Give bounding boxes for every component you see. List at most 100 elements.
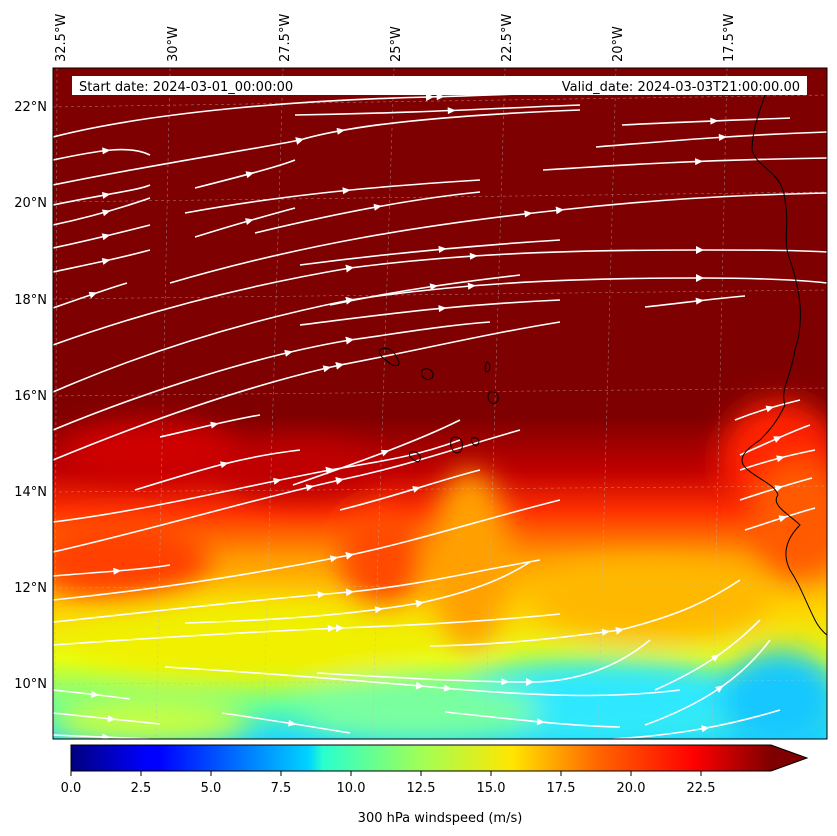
streamline-arrow [765,405,775,413]
streamline [53,148,151,161]
streamline-arrow [715,685,724,693]
cape-verde-island-2 [421,368,434,381]
streamline-arrow [101,191,111,199]
streamline [53,613,561,646]
streamline-arrow [718,133,727,141]
cape-verde-island-7 [409,451,421,463]
lon-label: 25°W [389,26,404,62]
streamline-arrow [380,449,390,457]
streamline-arrow [773,436,782,443]
streamline-arrow [469,252,478,260]
coastlines [379,94,827,636]
streamline-arrow [101,258,111,265]
lat-label: 10°N [14,677,47,692]
streamline [184,561,531,624]
colorbar-tick-label: 5.0 [201,781,222,796]
colorbar: 0.0 2.5 5.0 7.5 10.0 12.5 15.0 17.5 20.0 22.5 300… [61,744,809,826]
colorbar-ticks: 0.0 2.5 5.0 7.5 10.0 12.5 15.0 17.5 20.0 22.5 [61,771,715,796]
streamline-arrow [101,233,111,241]
cape-verde-island-6 [470,437,480,447]
lat-label: 18°N [14,293,47,308]
lon-label: 17.5°W [722,14,737,62]
streamline-arrow [336,127,346,135]
streamline-arrow [327,625,336,633]
streamline [53,321,491,431]
colorbar-tick-label: 12.5 [407,781,436,796]
streamline-arrow [101,209,111,217]
start-date-label: Start date: 2024-03-01_00:00:00 [79,80,293,95]
streamline [53,712,161,725]
streamline [53,559,541,623]
streamline [621,117,791,126]
streamline-arrow [695,297,704,305]
cape-verde-island-1 [379,347,400,367]
streamline-arrow [776,455,785,463]
africa-coastline [741,94,827,636]
map-frame [52,67,828,740]
valid-date-label: Valid_date: 2024-03-03T21:00:00.00 [562,80,800,95]
streamline [53,274,827,393]
lon-label: 27.5°W [278,14,293,62]
streamline [53,439,461,523]
streamline-arrow [710,654,720,662]
colorbar-tick-label: 0.0 [61,781,82,796]
colorbar-label: 300 hPa windspeed (m/s) [358,811,523,826]
streamline-arrow [287,719,297,727]
streamline-arrow [467,282,476,290]
streamline-arrow [778,515,788,523]
map-panel: Start date: 2024-03-01_00:00:00 Valid_da… [52,67,828,740]
latitude-labels: 22°N 20°N 18°N 16°N 14°N 12°N 10°N [14,100,47,692]
streamline-arrow [694,158,704,166]
streamline-arrow [443,684,453,692]
lat-label: 12°N [14,581,47,596]
colorbar-tick-label: 2.5 [131,781,152,796]
lat-label: 16°N [14,389,47,404]
streamline [53,321,561,461]
colorbar-tick-label: 15.0 [477,781,506,796]
lat-label: 22°N [14,100,47,115]
streamline-arrow [701,725,710,733]
longitude-labels: 32.5°W 30°W 27.5°W 25°W 22.5°W 20°W 17.5… [54,14,737,62]
streamline-arrow [524,210,533,218]
colorbar-tick-label: 7.5 [271,781,292,796]
streamline-arrow [373,203,383,211]
streamline-arrow [536,718,546,726]
windspeed-blobs [53,400,827,739]
lon-label: 20°W [611,26,626,62]
streamline-arrow [210,421,219,429]
streamline [316,639,651,687]
streamline [53,499,561,601]
colorbar-extend-arrow [771,745,807,771]
streamline [53,246,827,346]
streamline-arrow [305,484,315,492]
colorbar-outline [70,744,809,772]
streamline-arrow [447,107,456,115]
streamline [194,207,296,238]
lon-label: 30°W [166,26,181,62]
streamline [329,274,521,306]
streamline [169,192,827,284]
streamline-arrow [374,606,384,614]
streamline-arrow [245,171,255,179]
streamline-arrow [102,147,111,155]
streamline-arrow [88,291,98,299]
streamline-arrow [220,461,229,469]
date-banner [72,76,807,95]
streamline [53,282,128,309]
streamline [164,666,681,697]
colorbar-tick-label: 10.0 [337,781,366,796]
streamline-arrow [245,218,254,226]
streamline-arrow [710,117,719,125]
streamline [542,157,827,171]
streamline [299,239,561,266]
streamline-arrow [438,245,447,253]
cape-verde-island-5 [450,436,463,454]
streamline [53,689,131,700]
streamline-arrow [438,305,447,313]
lat-label: 20°N [14,196,47,211]
cape-verde-island-3 [484,361,491,373]
streamline [53,429,521,553]
streamlines [53,87,827,739]
streamline-arrow [501,678,510,686]
